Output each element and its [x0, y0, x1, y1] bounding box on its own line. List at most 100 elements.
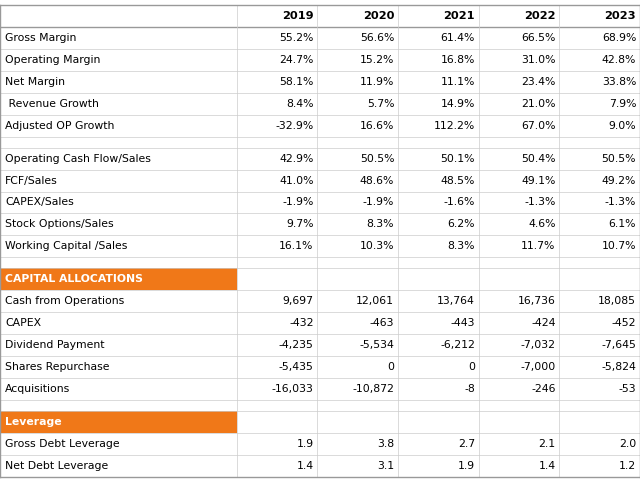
- Text: 1.9: 1.9: [458, 461, 475, 471]
- Text: 2022: 2022: [524, 11, 556, 21]
- Text: CAPEX: CAPEX: [5, 318, 41, 328]
- Text: -6,212: -6,212: [440, 340, 475, 350]
- Text: 3.1: 3.1: [377, 461, 394, 471]
- Text: Cash from Operations: Cash from Operations: [5, 296, 124, 306]
- Text: -5,435: -5,435: [279, 362, 314, 372]
- Text: -463: -463: [370, 318, 394, 328]
- Text: -53: -53: [618, 384, 636, 394]
- Text: 68.9%: 68.9%: [602, 33, 636, 43]
- Text: 50.4%: 50.4%: [521, 154, 556, 164]
- Text: 10.7%: 10.7%: [602, 241, 636, 251]
- Text: 9.7%: 9.7%: [286, 219, 314, 229]
- Text: 1.4: 1.4: [296, 461, 314, 471]
- Text: -8: -8: [464, 384, 475, 394]
- Text: 2019: 2019: [282, 11, 314, 21]
- Bar: [0, 137, 640, 148]
- Text: 2023: 2023: [605, 11, 636, 21]
- Bar: [0, 455, 640, 477]
- Bar: [0, 5, 640, 27]
- Text: 9.0%: 9.0%: [609, 120, 636, 131]
- Text: 8.3%: 8.3%: [447, 241, 475, 251]
- Text: 50.5%: 50.5%: [360, 154, 394, 164]
- Text: 13,764: 13,764: [437, 296, 475, 306]
- Text: -1.3%: -1.3%: [605, 198, 636, 208]
- Text: 48.5%: 48.5%: [440, 175, 475, 185]
- Text: 0: 0: [468, 362, 475, 372]
- Text: 66.5%: 66.5%: [521, 33, 556, 43]
- Text: 42.9%: 42.9%: [279, 154, 314, 164]
- Text: 8.3%: 8.3%: [367, 219, 394, 229]
- Text: -443: -443: [451, 318, 475, 328]
- Text: -452: -452: [612, 318, 636, 328]
- Text: -4,235: -4,235: [279, 340, 314, 350]
- Text: Gross Debt Leverage: Gross Debt Leverage: [5, 439, 120, 449]
- Text: 42.8%: 42.8%: [602, 55, 636, 65]
- Text: 1.2: 1.2: [619, 461, 636, 471]
- Text: 10.3%: 10.3%: [360, 241, 394, 251]
- Bar: [0, 411, 237, 433]
- Text: 14.9%: 14.9%: [440, 99, 475, 109]
- Bar: [0, 378, 640, 400]
- Text: -246: -246: [531, 384, 556, 394]
- Text: Leverage: Leverage: [5, 417, 61, 427]
- Text: 9,697: 9,697: [283, 296, 314, 306]
- Text: 15.2%: 15.2%: [360, 55, 394, 65]
- Text: Dividend Payment: Dividend Payment: [5, 340, 104, 350]
- Bar: [0, 214, 640, 235]
- Text: -32.9%: -32.9%: [275, 120, 314, 131]
- Text: 16.6%: 16.6%: [360, 120, 394, 131]
- Text: 67.0%: 67.0%: [521, 120, 556, 131]
- Text: 24.7%: 24.7%: [279, 55, 314, 65]
- Bar: [0, 148, 640, 169]
- Text: 21.0%: 21.0%: [521, 99, 556, 109]
- Text: Net Margin: Net Margin: [5, 77, 65, 87]
- Text: 49.2%: 49.2%: [602, 175, 636, 185]
- Text: 18,085: 18,085: [598, 296, 636, 306]
- Bar: [0, 312, 640, 334]
- Text: Operating Cash Flow/Sales: Operating Cash Flow/Sales: [5, 154, 151, 164]
- Text: Revenue Growth: Revenue Growth: [5, 99, 99, 109]
- Text: 16.1%: 16.1%: [279, 241, 314, 251]
- Text: Operating Margin: Operating Margin: [5, 55, 100, 65]
- Text: Gross Margin: Gross Margin: [5, 33, 77, 43]
- Text: -5,824: -5,824: [602, 362, 636, 372]
- Text: -7,645: -7,645: [602, 340, 636, 350]
- Text: FCF/Sales: FCF/Sales: [5, 175, 58, 185]
- Text: 31.0%: 31.0%: [521, 55, 556, 65]
- Bar: [0, 400, 640, 411]
- Text: 41.0%: 41.0%: [279, 175, 314, 185]
- Text: Shares Repurchase: Shares Repurchase: [5, 362, 109, 372]
- Text: Stock Options/Sales: Stock Options/Sales: [5, 219, 114, 229]
- Text: 48.6%: 48.6%: [360, 175, 394, 185]
- Bar: [0, 334, 640, 356]
- Text: Adjusted OP Growth: Adjusted OP Growth: [5, 120, 115, 131]
- Text: 1.9: 1.9: [296, 439, 314, 449]
- Text: 12,061: 12,061: [356, 296, 394, 306]
- Text: -16,033: -16,033: [272, 384, 314, 394]
- Text: 3.8: 3.8: [377, 439, 394, 449]
- Text: 6.2%: 6.2%: [447, 219, 475, 229]
- Text: Working Capital /Sales: Working Capital /Sales: [5, 241, 127, 251]
- Text: -424: -424: [531, 318, 556, 328]
- Bar: [0, 235, 640, 257]
- Text: 2.1: 2.1: [538, 439, 556, 449]
- Text: 16.8%: 16.8%: [440, 55, 475, 65]
- Text: -432: -432: [289, 318, 314, 328]
- Text: 112.2%: 112.2%: [434, 120, 475, 131]
- Bar: [0, 71, 640, 93]
- Text: -1.3%: -1.3%: [524, 198, 556, 208]
- Text: Acquisitions: Acquisitions: [5, 384, 70, 394]
- Text: CAPEX/Sales: CAPEX/Sales: [5, 198, 74, 208]
- Text: -1.9%: -1.9%: [363, 198, 394, 208]
- Text: 0: 0: [387, 362, 394, 372]
- Text: -1.9%: -1.9%: [282, 198, 314, 208]
- Bar: [0, 268, 237, 290]
- Bar: [0, 93, 640, 114]
- Text: 50.5%: 50.5%: [602, 154, 636, 164]
- Text: 61.4%: 61.4%: [440, 33, 475, 43]
- Bar: [0, 192, 640, 214]
- Text: -1.6%: -1.6%: [444, 198, 475, 208]
- Bar: [0, 114, 640, 137]
- Bar: [237, 411, 640, 433]
- Text: 1.4: 1.4: [538, 461, 556, 471]
